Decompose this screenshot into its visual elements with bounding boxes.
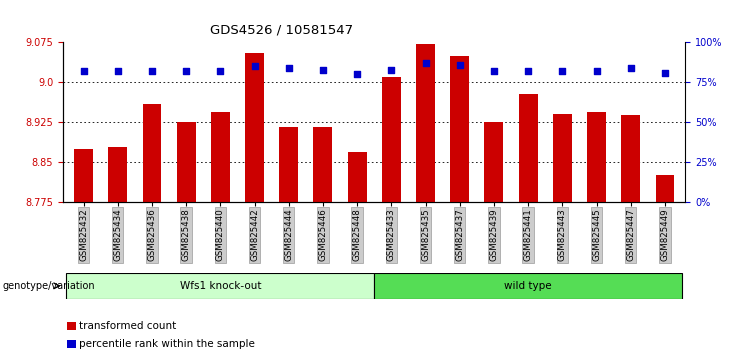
Bar	[67, 322, 76, 330]
Bar	[142, 103, 162, 202]
Bar	[519, 94, 537, 202]
Bar	[656, 175, 674, 202]
Point	[351, 72, 363, 77]
Bar	[211, 112, 230, 202]
Point	[556, 68, 568, 74]
Point	[488, 68, 500, 74]
Text: genotype/variation: genotype/variation	[2, 281, 95, 291]
Point	[453, 62, 465, 68]
Bar	[621, 115, 640, 202]
Point	[214, 68, 226, 74]
Bar	[485, 122, 503, 202]
Point	[591, 68, 602, 74]
Bar	[245, 53, 264, 202]
Bar	[553, 114, 572, 202]
Bar	[108, 147, 127, 202]
Point	[385, 67, 397, 72]
Bar	[374, 273, 682, 299]
Bar	[382, 77, 401, 202]
Point	[112, 68, 124, 74]
Bar	[451, 56, 469, 202]
Bar	[74, 149, 93, 202]
Bar	[67, 340, 76, 348]
Point	[317, 67, 329, 72]
Text: transformed count: transformed count	[79, 321, 176, 331]
Bar	[416, 44, 435, 202]
Point	[78, 68, 90, 74]
Bar	[348, 152, 367, 202]
Point	[248, 64, 260, 69]
Bar	[587, 112, 606, 202]
Bar	[279, 127, 298, 202]
Bar	[313, 127, 332, 202]
Bar	[67, 273, 374, 299]
Point	[146, 68, 158, 74]
Point	[625, 65, 637, 71]
Point	[180, 68, 192, 74]
Text: GDS4526 / 10581547: GDS4526 / 10581547	[210, 23, 353, 36]
Text: wild type: wild type	[505, 281, 552, 291]
Point	[283, 65, 295, 71]
Point	[419, 60, 431, 66]
Text: percentile rank within the sample: percentile rank within the sample	[79, 339, 254, 349]
Point	[659, 70, 671, 76]
Bar	[176, 122, 196, 202]
Text: Wfs1 knock-out: Wfs1 knock-out	[179, 281, 261, 291]
Point	[522, 68, 534, 74]
